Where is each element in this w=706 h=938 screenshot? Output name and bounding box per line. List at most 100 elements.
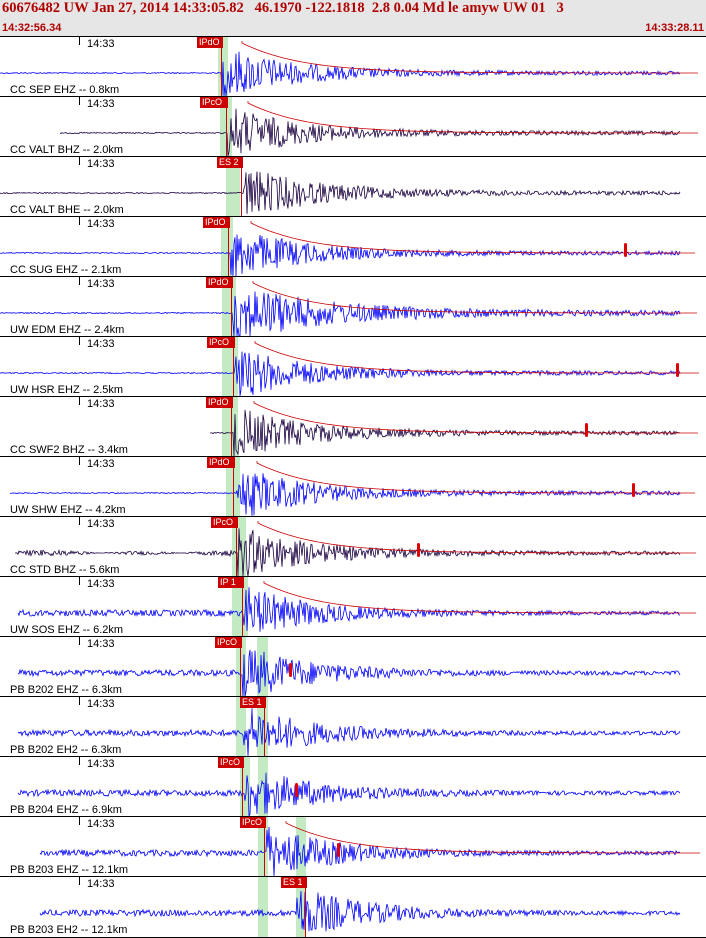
trace-panel[interactable]: 14:33 IPdO UW EDM EHZ -- 2.4km <box>0 276 706 337</box>
phase-pick-flag[interactable]: IPdO <box>203 217 230 228</box>
phase-pick-line[interactable] <box>221 37 222 97</box>
phase-pick-flag[interactable]: IPdO <box>206 397 233 408</box>
phase-pick-line[interactable] <box>231 277 232 337</box>
waveform-path <box>0 51 681 97</box>
coda-duration-marker[interactable] <box>417 543 420 557</box>
phase-pick-line[interactable] <box>305 877 306 937</box>
trace-panel[interactable]: 14:33 IPcO CC VALT BHZ -- 2.0km <box>0 96 706 157</box>
phase-pick-flag[interactable]: IPdO <box>206 277 233 288</box>
phase-pick-line[interactable] <box>233 337 234 397</box>
coda-fit-line <box>250 221 695 254</box>
phase-pick-flag[interactable]: IP 1 <box>218 577 244 588</box>
phase-pick-line[interactable] <box>242 757 243 817</box>
coda-duration-marker[interactable] <box>337 843 340 857</box>
waveform <box>0 281 697 337</box>
trace-panel[interactable]: 14:33 IP 1 UW SOS EHZ -- 6.2km <box>0 576 706 637</box>
time-mark-label: 14:33 <box>87 638 115 650</box>
time-mark-label: 14:33 <box>87 38 115 50</box>
waveform-path <box>17 587 680 632</box>
phase-pick-flag[interactable]: IPcO <box>240 817 266 828</box>
waveform-path <box>17 649 681 697</box>
time-tick <box>79 37 80 45</box>
phase-pick-line[interactable] <box>242 577 243 637</box>
phase-pick-line[interactable] <box>236 517 237 577</box>
waveform <box>209 401 698 457</box>
s-window <box>258 757 268 817</box>
trace-panel[interactable]: 14:33 IPdO CC SWF2 BHZ -- 3.4km <box>0 396 706 457</box>
p-window <box>236 637 246 697</box>
time-mark-label: 14:33 <box>87 338 115 350</box>
time-mark-label: 14:33 <box>87 278 115 290</box>
p-window <box>221 217 233 277</box>
phase-pick-flag[interactable]: ES 1 <box>281 877 307 888</box>
waveform-path <box>209 409 681 457</box>
phase-pick-flag[interactable]: IPcO <box>207 337 235 348</box>
phase-pick-line[interactable] <box>240 637 241 697</box>
start-time: 14:32:56.34 <box>2 22 62 34</box>
phase-pick-flag[interactable]: ES 1 <box>240 697 266 708</box>
waveform <box>17 581 696 632</box>
phase-pick-flag[interactable]: IPcO <box>215 637 242 648</box>
time-tick <box>79 637 80 645</box>
coda-fit-line <box>254 341 699 374</box>
trace-panel[interactable]: 14:33 IPdO CC SEP EHZ -- 0.8km <box>0 36 706 97</box>
event-title: 60676482 UW Jan 27, 2014 14:33:05.82 46.… <box>2 0 564 16</box>
coda-duration-marker[interactable] <box>632 483 635 497</box>
trace-panel[interactable]: 14:33 ES 1 PB B202 EH2 -- 6.3km <box>0 696 706 757</box>
waveform-path <box>15 528 681 577</box>
phase-pick-flag[interactable]: IPdO <box>197 37 223 48</box>
trace-panel[interactable]: 14:33 IPcO UW HSR EHZ -- 2.5km <box>0 336 706 397</box>
phase-pick-flag[interactable]: IPcO <box>218 757 244 768</box>
waveform-path <box>0 171 681 214</box>
coda-duration-marker[interactable] <box>289 663 292 677</box>
phase-pick-line[interactable] <box>241 157 242 217</box>
coda-duration-marker[interactable] <box>676 363 679 377</box>
time-tick <box>79 397 80 405</box>
waveform <box>17 708 681 757</box>
trace-panel[interactable]: 14:33 ES 1 PB B203 EH2 -- 12.1km <box>0 876 706 937</box>
s-window <box>257 637 268 697</box>
time-tick <box>79 457 80 465</box>
trace-panel[interactable]: 14:33 IPdO UW SHW EHZ -- 4.2km <box>0 456 706 517</box>
time-mark-label: 14:33 <box>87 158 115 170</box>
station-label: PB B202 EH2 -- 6.3km <box>10 744 122 756</box>
header-bar: 60676482 UW Jan 27, 2014 14:33:05.82 46.… <box>0 0 706 36</box>
trace-panel[interactable]: 14:33 IPcO PB B202 EHZ -- 6.3km <box>0 636 706 697</box>
phase-pick-flag[interactable]: IPcO <box>211 517 238 528</box>
station-label: CC VALT BHE -- 2.0km <box>10 204 124 216</box>
station-label: UW HSR EHZ -- 2.5km <box>10 384 124 396</box>
time-mark-label: 14:33 <box>87 458 115 470</box>
phase-pick-line[interactable] <box>264 817 265 877</box>
phase-pick-line[interactable] <box>228 217 229 277</box>
coda-duration-marker[interactable] <box>295 783 298 797</box>
waveform <box>0 41 698 97</box>
station-label: UW SHW EHZ -- 4.2km <box>10 504 126 516</box>
trace-panel[interactable]: 14:33 IPdO CC SUG EHZ -- 2.1km <box>0 216 706 277</box>
trace-panel[interactable]: 14:33 IPcO PB B204 EHZ -- 6.9km <box>0 756 706 817</box>
waveform <box>39 821 700 877</box>
trace-panel[interactable]: 14:33 IPcO CC STD BHZ -- 5.6km <box>0 516 706 577</box>
coda-duration-marker[interactable] <box>624 243 627 257</box>
trace-panel[interactable]: 14:33 ES 2 CC VALT BHE -- 2.0km <box>0 156 706 217</box>
phase-pick-line[interactable] <box>264 697 265 757</box>
phase-pick-line[interactable] <box>231 397 232 457</box>
time-tick <box>79 157 80 165</box>
coda-duration-marker[interactable] <box>585 423 588 437</box>
phase-pick-flag[interactable]: IPcO <box>200 97 228 108</box>
phase-pick-line[interactable] <box>233 457 234 517</box>
phase-pick-flag[interactable]: IPdO <box>207 457 235 468</box>
trace-panel[interactable]: 14:33 IPcO PB B203 EHZ -- 12.1km <box>0 816 706 877</box>
waveform <box>59 101 698 157</box>
waveform-path <box>39 890 681 932</box>
p-window <box>226 157 240 217</box>
phase-pick-line[interactable] <box>226 97 227 157</box>
waveform <box>0 171 681 214</box>
station-label: PB B202 EHZ -- 6.3km <box>10 684 122 696</box>
station-label: CC SEP EHZ -- 0.8km <box>10 84 120 96</box>
time-tick <box>79 817 80 825</box>
time-mark-label: 14:33 <box>87 218 115 230</box>
station-label: UW SOS EHZ -- 6.2km <box>10 624 124 636</box>
time-tick <box>79 757 80 765</box>
phase-pick-flag[interactable]: ES 2 <box>217 157 243 168</box>
